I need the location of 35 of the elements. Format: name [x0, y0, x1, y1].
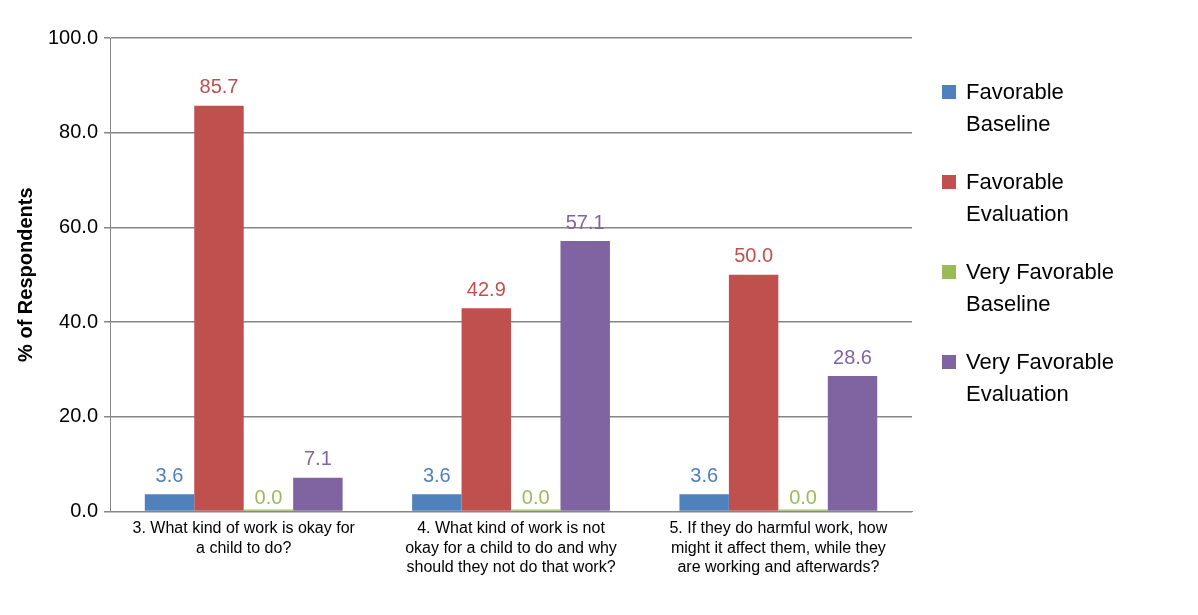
data-label: 28.6 — [833, 345, 872, 368]
bar — [293, 477, 343, 511]
legend-label: Very Favorable Evaluation — [966, 348, 1115, 408]
bar — [679, 494, 729, 511]
bar — [728, 274, 779, 511]
x-tick-label: 5. If they do harmful work, how might it affect them, while they are working and afterwards? — [669, 519, 888, 575]
data-label: 57.1 — [565, 210, 605, 233]
y-tick-label: 100.0 — [47, 25, 99, 48]
data-label: 0.0 — [521, 485, 550, 508]
data-label: 42.9 — [466, 277, 506, 300]
bar — [560, 241, 610, 511]
bar — [194, 105, 244, 511]
data-label: 85.7 — [199, 75, 239, 98]
bar — [144, 494, 195, 511]
y-tick-label: 60.0 — [59, 214, 99, 237]
data-label: 3.6 — [155, 463, 184, 486]
legend-label: Favorable Evaluation — [966, 168, 1070, 228]
y-tick-label: 80.0 — [59, 120, 99, 143]
legend-label: Favorable Baseline — [966, 78, 1065, 138]
data-label: 7.1 — [303, 447, 332, 470]
data-label: 0.0 — [254, 485, 283, 508]
y-tick-label: 20.0 — [59, 404, 99, 427]
data-label: 50.0 — [734, 244, 774, 267]
bar — [827, 376, 878, 511]
y-axis-title: % of Respondents — [13, 187, 36, 362]
x-tick-label: 4. What kind of work is not okay for a child to do and why should they not do that work? — [405, 519, 617, 575]
bar — [412, 494, 462, 511]
data-label: 3.6 — [422, 463, 451, 486]
data-label: 0.0 — [789, 485, 817, 508]
x-tick-label: 3. What kind of work is okay for a child to do? — [132, 519, 356, 556]
y-tick-label: 40.0 — [59, 309, 99, 332]
y-tick-label: 0.0 — [70, 498, 99, 521]
legend-label: Very Favorable Baseline — [966, 258, 1115, 318]
data-label: 3.6 — [690, 463, 719, 486]
bar — [461, 308, 512, 511]
